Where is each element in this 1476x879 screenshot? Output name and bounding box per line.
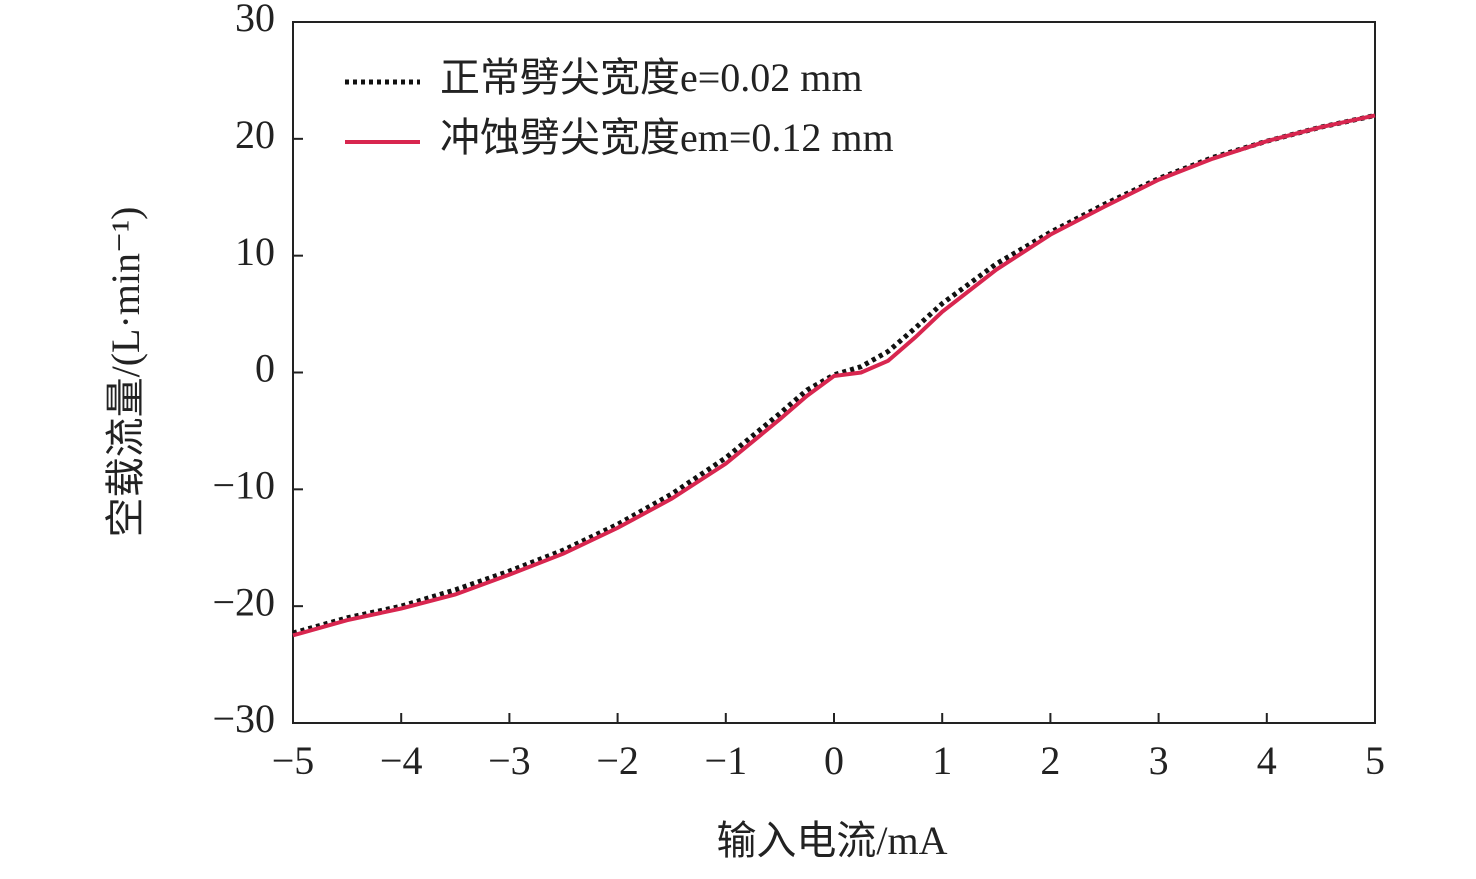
y-tick-label: 10: [235, 229, 275, 274]
x-tick-label: −4: [380, 738, 423, 783]
x-tick-label: 2: [1040, 738, 1060, 783]
series-line: [292, 113, 1376, 638]
y-tick-label: 20: [235, 112, 275, 157]
x-tick-label: −2: [596, 738, 639, 783]
x-tick-label: −3: [488, 738, 531, 783]
x-tick-label: 1: [932, 738, 952, 783]
x-tick-label: 4: [1257, 738, 1277, 783]
x-axis-label: 输入电流/mA: [716, 818, 947, 863]
y-tick-label: −30: [212, 696, 275, 741]
x-tick-label: −5: [272, 738, 315, 783]
legend-label: 正常劈尖宽度e=0.02 mm: [440, 55, 863, 100]
x-tick-label: 3: [1149, 738, 1169, 783]
y-tick-label: 30: [235, 0, 275, 40]
y-axis-label: 空载流量/(L·min⁻¹): [103, 207, 148, 538]
x-tick-label: 0: [824, 738, 844, 783]
y-tick-label: −20: [212, 579, 275, 624]
x-tick-label: −1: [705, 738, 748, 783]
y-tick-label: 0: [255, 346, 275, 391]
x-tick-label: 5: [1365, 738, 1385, 783]
y-tick-label: −10: [212, 463, 275, 508]
legend-label: 冲蚀劈尖宽度em=0.12 mm: [440, 115, 894, 160]
